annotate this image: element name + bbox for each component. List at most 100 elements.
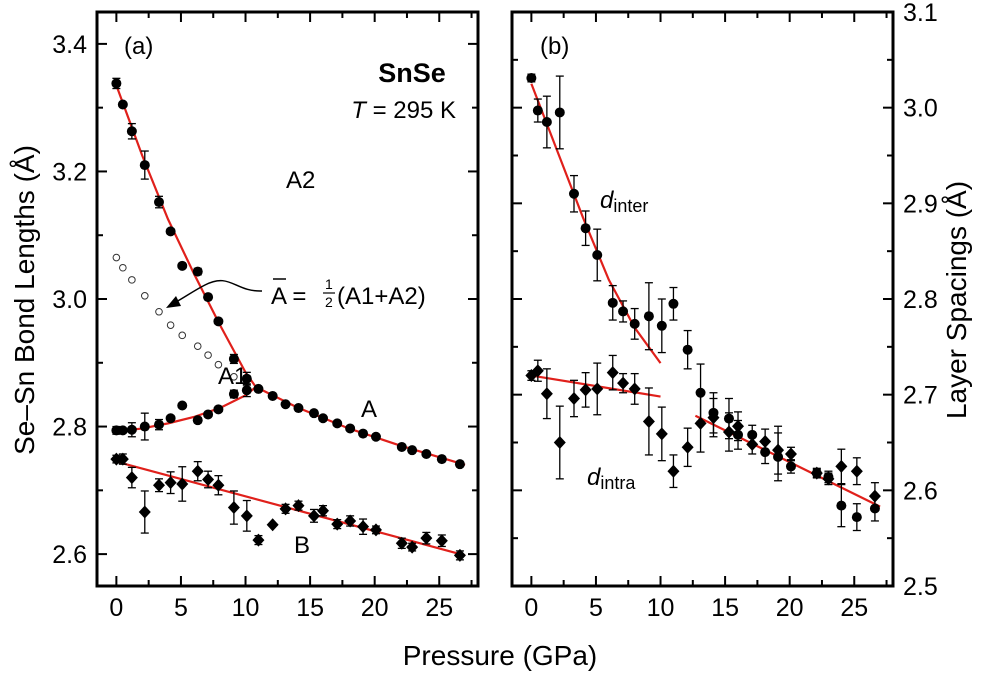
data-point xyxy=(746,437,759,451)
y-axis-label-left: Se–Sn Bond Lengths (Å) xyxy=(9,145,40,455)
y-tick-label: 2.6 xyxy=(52,541,87,569)
data-point xyxy=(667,464,680,478)
data-point xyxy=(164,476,177,490)
data-point xyxy=(759,435,772,449)
temperature-label: T = 295 K xyxy=(351,97,456,124)
data-point xyxy=(193,342,202,350)
data-point xyxy=(532,105,543,116)
data-point xyxy=(540,387,553,401)
data-point xyxy=(785,461,796,472)
data-point xyxy=(526,73,537,84)
annotation-arrow xyxy=(175,279,263,303)
data-point xyxy=(453,548,466,562)
data-point xyxy=(241,373,252,384)
x-tick-label: 5 xyxy=(174,594,188,622)
data-point xyxy=(292,499,305,513)
data-point xyxy=(317,504,330,518)
y-axis-label-right: Layer Spacings (Å) xyxy=(941,181,972,419)
data-point xyxy=(165,226,176,237)
data-point xyxy=(358,428,369,439)
data-point xyxy=(668,298,679,309)
data-point xyxy=(293,403,304,414)
data-point xyxy=(152,478,165,492)
data-point xyxy=(153,419,164,430)
panel-label-b: (b) xyxy=(540,33,569,60)
y-tick-label: 2.6 xyxy=(903,477,938,505)
data-point xyxy=(126,126,137,137)
data-point xyxy=(406,540,419,554)
data-point xyxy=(810,466,823,480)
data-point xyxy=(541,117,552,128)
x-tick-label: 15 xyxy=(711,594,739,622)
data-point xyxy=(112,253,121,262)
series-d-intra xyxy=(525,354,881,511)
data-point xyxy=(155,307,163,316)
data-point xyxy=(369,523,382,537)
data-point xyxy=(850,464,863,478)
data-point xyxy=(128,276,136,284)
x-tick-label: 25 xyxy=(425,594,453,622)
data-point xyxy=(707,411,720,425)
annotation-a1: A1 xyxy=(218,363,247,390)
data-point xyxy=(213,316,224,327)
data-point xyxy=(166,321,175,329)
data-point xyxy=(332,418,343,429)
data-point xyxy=(203,292,214,303)
annotation-a: A xyxy=(361,396,377,423)
data-point xyxy=(655,427,668,441)
data-point xyxy=(628,382,641,396)
data-point xyxy=(822,472,835,486)
y-tick-label: 3.4 xyxy=(52,31,87,59)
y-tick-label: 3.0 xyxy=(52,286,87,314)
data-point xyxy=(606,366,619,380)
data-point xyxy=(851,512,862,523)
series-a1 xyxy=(111,383,252,441)
x-tick-label: 20 xyxy=(361,594,389,622)
data-point xyxy=(642,414,655,428)
data-point xyxy=(204,351,212,359)
data-point xyxy=(732,419,745,433)
data-point xyxy=(110,452,123,466)
data-point xyxy=(396,441,407,452)
data-point xyxy=(252,533,265,547)
panel-a: 0 5 10 15 20 25 2.6 2.8 3.0 3.2 3.4 xyxy=(52,10,480,622)
data-point xyxy=(165,413,176,424)
data-point xyxy=(308,408,319,419)
data-point xyxy=(836,500,847,511)
series-a xyxy=(253,383,465,470)
y-tick-label: 3.1 xyxy=(903,0,938,27)
y-tick-label: 2.5 xyxy=(903,573,938,601)
data-point xyxy=(436,454,447,465)
data-point xyxy=(656,320,667,331)
data-point xyxy=(176,477,189,491)
data-point xyxy=(318,413,329,424)
data-point xyxy=(454,459,465,470)
data-point xyxy=(192,415,203,426)
svg-text:1: 1 xyxy=(325,276,333,292)
data-point xyxy=(592,249,603,260)
arrow-head-icon xyxy=(166,296,181,308)
data-point xyxy=(111,78,122,89)
y-tick-label: 2.9 xyxy=(903,190,938,218)
data-point xyxy=(191,464,204,478)
data-point xyxy=(116,452,129,466)
data-point xyxy=(722,425,735,439)
data-point xyxy=(421,448,432,459)
data-point xyxy=(177,260,188,271)
data-point xyxy=(567,391,580,405)
data-point xyxy=(694,416,707,430)
plot-frame xyxy=(510,10,895,588)
data-point xyxy=(227,501,240,515)
data-point xyxy=(579,383,592,397)
data-point xyxy=(240,509,253,523)
data-point xyxy=(784,447,797,461)
data-point xyxy=(139,160,150,171)
data-point xyxy=(153,197,164,208)
data-point xyxy=(119,263,127,272)
data-point xyxy=(125,471,138,485)
data-point xyxy=(140,292,149,300)
panel-label-a: (a) xyxy=(124,33,153,60)
annotation-b: B xyxy=(294,532,310,559)
data-point xyxy=(345,423,356,434)
